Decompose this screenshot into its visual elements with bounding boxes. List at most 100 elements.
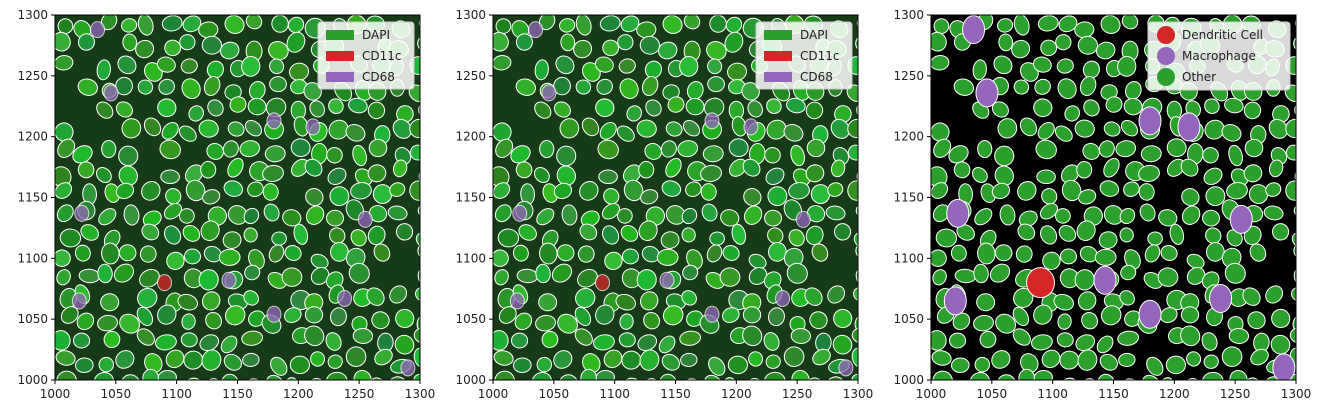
cell-outline	[265, 97, 287, 118]
cell-outline	[616, 125, 635, 142]
cell-outline	[353, 369, 372, 380]
cell-outline	[433, 224, 454, 245]
cell-other	[1120, 264, 1137, 281]
cell-outline	[493, 249, 509, 267]
cell-outline	[55, 55, 74, 71]
cell-other	[1308, 114, 1322, 139]
cell-outline	[352, 327, 374, 344]
x-tick-label: 1250	[1220, 387, 1251, 401]
cell-outline	[396, 223, 414, 241]
cell-outline	[853, 231, 858, 250]
cell-outline	[640, 291, 659, 311]
cell-other	[1119, 290, 1135, 306]
cell-outline	[580, 368, 598, 380]
cell-outline	[409, 144, 420, 161]
cell-other	[1244, 138, 1264, 158]
cell-outline	[433, 287, 459, 313]
cell-outline	[575, 15, 592, 36]
cell-outline	[395, 308, 415, 329]
cell-outline	[871, 326, 896, 351]
cell-other	[1074, 119, 1095, 138]
cell-outline	[619, 78, 639, 100]
cell-outline	[224, 15, 245, 34]
legend-label: DAPI	[800, 28, 828, 42]
cell-outline	[93, 371, 115, 380]
cell-outline	[727, 355, 748, 375]
cell-outline	[742, 325, 763, 347]
cell-outline	[763, 332, 780, 351]
cell-outline	[561, 204, 578, 226]
cell-outline	[555, 55, 575, 75]
y-tick-label: 1300	[893, 8, 924, 22]
cell-outline	[700, 164, 722, 182]
cell-outline	[665, 205, 686, 225]
y-tick-label: 1250	[17, 69, 48, 83]
cell-outline	[748, 253, 767, 269]
cell-outline	[788, 182, 810, 200]
cell-outline	[830, 159, 846, 178]
cell-outline	[515, 161, 533, 179]
cell-outline	[731, 223, 747, 245]
cell-outline	[659, 373, 677, 380]
marker-signal	[337, 289, 353, 307]
cell-other	[1064, 105, 1080, 122]
marker-signal	[90, 21, 106, 39]
cell-other	[1037, 122, 1055, 140]
cell-outline	[119, 313, 140, 334]
legend-patch	[764, 72, 792, 82]
cell-other	[1033, 369, 1053, 380]
cell-outline	[161, 15, 183, 32]
cell-outline	[182, 15, 202, 33]
cell-other	[1032, 56, 1052, 73]
cell-outline	[681, 227, 696, 243]
cell-outline	[185, 179, 206, 202]
cell-outline	[413, 347, 420, 368]
cell-outline	[55, 249, 71, 267]
panel-2-composite: 1000 1050 1100 1150 1200 1250 1300 1000 1050 1100…	[455, 8, 896, 401]
cell-outline	[553, 182, 573, 200]
cell-outline	[205, 378, 222, 380]
cell-outline	[685, 97, 705, 116]
cell-outline	[55, 31, 71, 52]
cell-other	[1078, 189, 1097, 205]
cell-outline	[55, 330, 71, 351]
cell-other	[1186, 253, 1205, 269]
cell-other	[1041, 188, 1058, 205]
cell-outline	[658, 335, 676, 354]
cell-other	[1033, 304, 1053, 325]
cell-outline	[178, 125, 197, 142]
cell-other	[1078, 291, 1097, 311]
cell-other	[1263, 205, 1284, 221]
cell-outline	[493, 330, 509, 351]
cell-other	[969, 371, 991, 380]
cell-outline	[183, 248, 202, 265]
cell-outline	[703, 97, 725, 118]
cell-other	[1272, 223, 1290, 241]
cell-other	[1160, 245, 1178, 261]
y-tick-label: 1100	[17, 251, 48, 265]
cell-outline	[227, 205, 248, 225]
cell-other	[1243, 164, 1263, 183]
legend-patch	[764, 51, 792, 61]
cell-outline	[764, 371, 786, 380]
cell-outline	[827, 285, 846, 304]
cell-outline	[575, 287, 596, 308]
cell-outline	[538, 293, 558, 312]
cell-other	[1042, 251, 1061, 271]
cell-outline	[667, 96, 685, 113]
cell-macrophage	[962, 15, 986, 45]
cell-other	[977, 139, 993, 159]
cell-outline	[495, 18, 512, 35]
marker-signal	[528, 21, 544, 39]
cell-other	[1117, 330, 1140, 346]
cell-other	[950, 244, 967, 262]
cell-other	[1144, 244, 1161, 263]
cell-outline	[661, 180, 682, 197]
cell-outline	[765, 354, 781, 369]
cell-outline	[851, 373, 858, 380]
cell-outline	[142, 368, 160, 380]
cell-outline	[268, 244, 285, 263]
cell-other	[932, 370, 953, 380]
cell-other	[948, 145, 969, 164]
cell-outline	[559, 18, 576, 33]
